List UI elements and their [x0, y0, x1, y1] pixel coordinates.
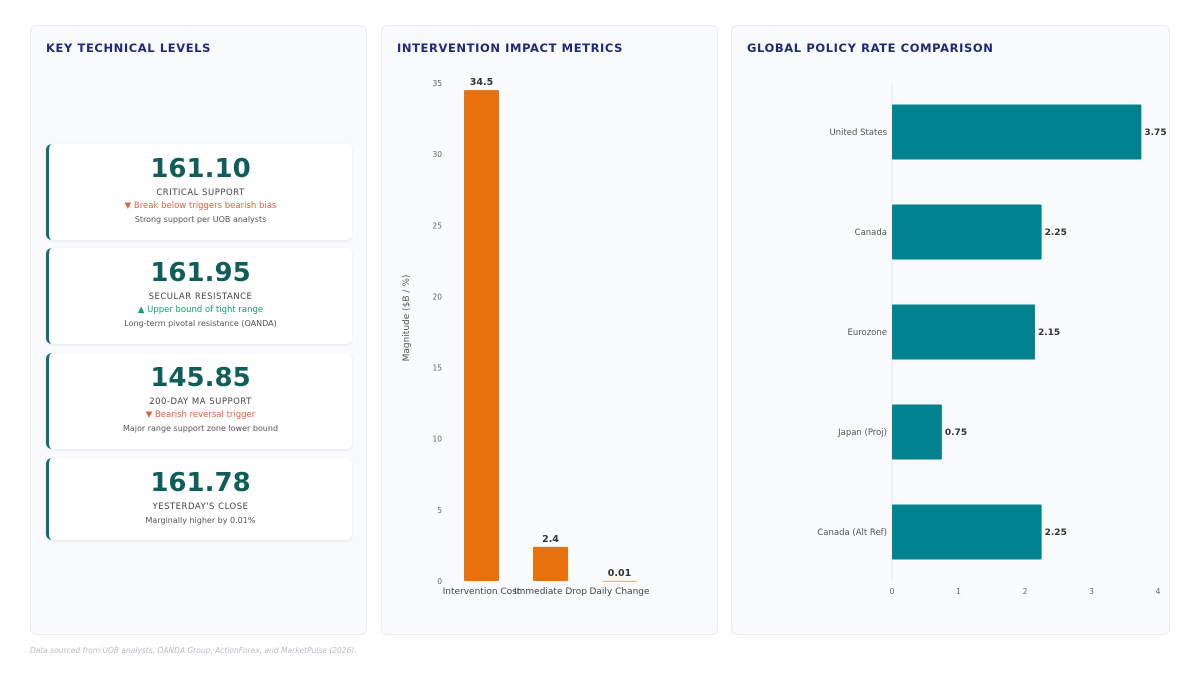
level-note: Major range support zone lower bound — [122, 424, 279, 433]
bar — [892, 504, 1042, 560]
x-category-label: Daily Change — [589, 587, 650, 597]
x-tick-label: 2 — [1023, 587, 1028, 596]
level-label: YESTERDAY'S CLOSE — [152, 502, 249, 512]
x-category-label: Immediate Drop — [514, 587, 587, 597]
key-levels-panel: KEY TECHNICAL LEVELS 161.10 CRITICAL SUP… — [30, 25, 367, 635]
y-tick-label: 30 — [432, 150, 442, 159]
y-tick-label: 35 — [432, 79, 442, 88]
bar-value-label: 2.4 — [542, 534, 559, 545]
x-tick-label: 4 — [1156, 587, 1161, 596]
level-value: 161.10 — [150, 154, 251, 184]
source-footnote: Data sourced from UOB analysts, OANDA Gr… — [30, 646, 357, 655]
bar — [892, 204, 1042, 260]
level-card-200-day-ma: 145.85 200-DAY MA SUPPORT ▼ Bearish reve… — [46, 353, 352, 449]
bar-value-label: 34.5 — [470, 77, 493, 88]
level-signal: ▲ Upper bound of tight range — [137, 305, 264, 315]
y-category-label: Japan (Proj) — [837, 428, 887, 438]
intervention-impact-title: INTERVENTION IMPACT METRICS — [397, 41, 624, 55]
y-tick-label: 25 — [432, 221, 442, 230]
level-note: Strong support per UOB analysts — [134, 215, 267, 224]
y-tick-label: 20 — [432, 292, 442, 301]
level-card-yesterdays-close: 161.78 YESTERDAY'S CLOSE Marginally high… — [46, 458, 352, 540]
y-tick-label: 5 — [437, 506, 442, 515]
bar — [892, 104, 1142, 160]
bar — [602, 580, 637, 582]
level-signal: ▼ Bearish reversal trigger — [145, 410, 256, 420]
level-value: 145.85 — [150, 363, 251, 393]
bar-value-label: 2.25 — [1045, 228, 1067, 238]
bar-value-label: 0.01 — [608, 568, 631, 579]
policy-rate-panel: GLOBAL POLICY RATE COMPARISON 3.75 2.25 2.… — [731, 25, 1170, 635]
y-tick-label: 0 — [437, 577, 442, 586]
level-value: 161.95 — [150, 258, 251, 288]
policy-rate-chart: 3.75 2.25 2.15 0.75 2.25 United States Canada… — [817, 83, 1167, 596]
y-category-label: United States — [829, 128, 887, 138]
y-tick-label: 10 — [432, 435, 442, 444]
bar — [533, 546, 568, 581]
intervention-impact-panel: INTERVENTION IMPACT METRICS 0 5 10 15 20 25 30… — [381, 25, 718, 635]
y-axis-label: Magnitude ($B / %) — [402, 275, 412, 362]
bar-value-label: 2.25 — [1045, 528, 1067, 538]
level-value: 161.78 — [150, 468, 251, 498]
level-card-secular-resistance: 161.95 SECULAR RESISTANCE ▲ Upper bound … — [46, 248, 352, 344]
x-tick-label: 3 — [1089, 587, 1094, 596]
x-tick-label: 0 — [890, 587, 895, 596]
policy-rate-title: GLOBAL POLICY RATE COMPARISON — [747, 41, 994, 55]
y-category-label: Canada (Alt Ref) — [817, 528, 887, 538]
intervention-impact-chart: 0 5 10 15 20 25 30 35 34.5 2.4 0.01 Intervention … — [402, 77, 650, 597]
level-label: 200-DAY MA SUPPORT — [149, 397, 252, 407]
y-tick-label: 15 — [432, 364, 442, 373]
bar-value-label: 2.15 — [1038, 328, 1060, 338]
key-levels-title: KEY TECHNICAL LEVELS — [46, 41, 211, 55]
bar-value-label: 3.75 — [1144, 128, 1166, 138]
x-tick-label: 1 — [956, 587, 961, 596]
level-card-critical-support: 161.10 CRITICAL SUPPORT ▼ Break below tr… — [46, 144, 352, 240]
level-note: Long-term pivotal resistance (OANDA) — [124, 319, 277, 328]
bar — [892, 404, 942, 460]
level-label: CRITICAL SUPPORT — [156, 188, 245, 198]
bar — [892, 304, 1035, 360]
y-category-label: Eurozone — [847, 328, 887, 338]
y-category-label: Canada — [855, 228, 887, 238]
x-category-label: Intervention Cost — [443, 587, 521, 597]
level-signal: ▼ Break below triggers bearish bias — [124, 201, 277, 211]
bar — [464, 90, 499, 581]
level-label: SECULAR RESISTANCE — [148, 292, 253, 302]
level-note: Marginally higher by 0.01% — [145, 516, 256, 525]
bar-value-label: 0.75 — [945, 428, 967, 438]
